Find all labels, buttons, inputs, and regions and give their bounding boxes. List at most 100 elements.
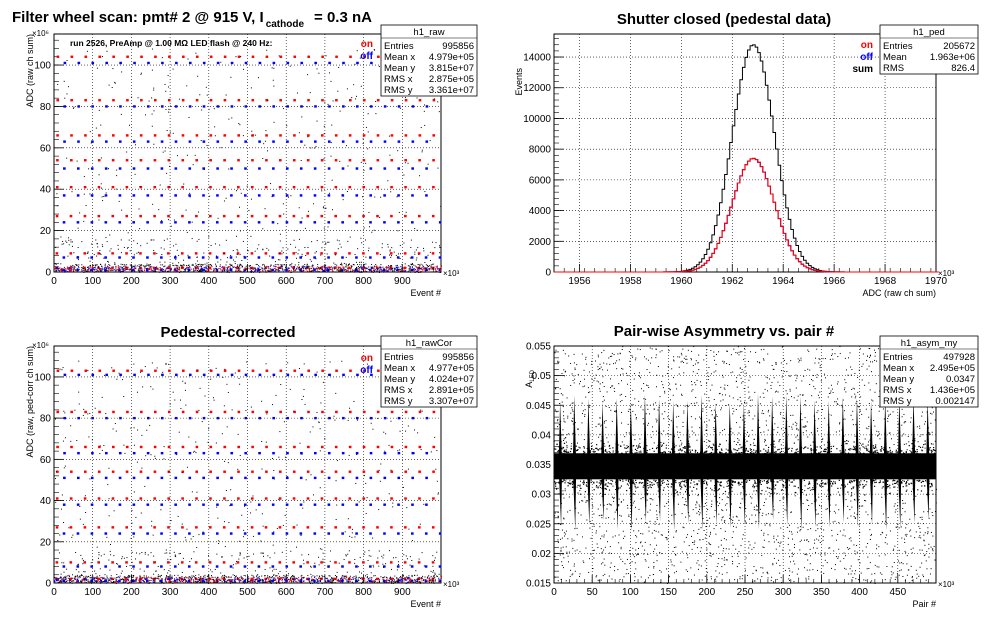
raw-dot: [187, 265, 189, 267]
raw-dot: [146, 263, 148, 265]
cor-dot: [135, 558, 137, 560]
raw-dot: [89, 193, 91, 195]
raw-dot: [279, 240, 281, 242]
cor-point-on: [70, 410, 73, 414]
raw-point-on: [167, 99, 171, 102]
cor-dot: [175, 556, 177, 558]
raw-point-off: [438, 256, 442, 259]
cor-baseline-dot: [266, 581, 268, 583]
cor-dot: [118, 372, 120, 374]
cor-baseline-dot: [318, 577, 320, 579]
raw-dot: [381, 243, 383, 245]
raw-dot: [318, 268, 320, 270]
cor-baseline-dot: [340, 577, 342, 579]
raw-dot: [305, 267, 307, 269]
raw-baseline-dot: [322, 270, 324, 272]
cor-dot: [159, 582, 161, 584]
cor-dot: [91, 439, 93, 441]
raw-baseline-dot: [362, 269, 364, 271]
cor-dot: [55, 418, 57, 420]
raw-point-on: [125, 266, 128, 270]
cor-dot: [195, 580, 197, 582]
cor-baseline-dot: [96, 580, 98, 582]
raw-dot: [219, 268, 221, 270]
cor-dot: [157, 574, 159, 576]
raw-dot: [333, 268, 335, 270]
cor-dot: [150, 580, 152, 582]
raw-point-off: [77, 140, 80, 143]
cor-baseline-dot: [126, 580, 128, 582]
raw-dot: [297, 253, 299, 255]
raw-baseline-dot: [176, 266, 178, 268]
raw-point-on: [97, 185, 101, 189]
cor-baseline-dot: [272, 577, 274, 579]
raw-dot: [140, 265, 142, 267]
cor-dot: [216, 579, 218, 581]
ped-xtick-label: 1970: [925, 276, 948, 287]
raw-dot: [250, 270, 252, 272]
cor-dot: [150, 552, 152, 554]
raw-baseline-dot: [160, 267, 162, 269]
cor-baseline-dot: [301, 576, 303, 578]
cor-point-on: [320, 445, 324, 449]
raw-baseline-dot: [206, 270, 208, 272]
cor-dot: [301, 554, 303, 556]
raw-baseline-dot: [84, 268, 86, 270]
cor-point-off: [327, 476, 331, 480]
cor-dot: [206, 578, 208, 580]
raw-dot: [102, 200, 104, 202]
raw-point-off: [230, 167, 233, 170]
raw-dot: [153, 110, 155, 112]
raw-dot: [96, 67, 98, 69]
cor-dot: [111, 582, 113, 584]
cor-dot: [366, 574, 368, 576]
cor-dot: [194, 580, 196, 582]
cor-dot: [277, 573, 279, 575]
cor-dot: [96, 575, 98, 577]
raw-baseline-dot: [387, 270, 389, 272]
raw-baseline-dot: [135, 268, 137, 270]
raw-baseline-dot: [366, 267, 368, 269]
raw-dot: [290, 271, 292, 273]
raw-dot: [339, 110, 341, 112]
raw-dot: [360, 85, 362, 87]
cor-point-off: [300, 416, 303, 420]
cor-dot: [221, 556, 223, 558]
cor-point-off: [145, 579, 149, 583]
cor-dot: [84, 495, 86, 497]
cor-dot: [63, 571, 65, 573]
raw-point-off: [258, 61, 262, 65]
cor-point-on: [140, 369, 143, 372]
cor-dot: [308, 554, 310, 556]
raw-baseline-dot: [271, 270, 273, 272]
cor-baseline-dot: [252, 579, 255, 581]
raw-baseline-dot: [379, 265, 381, 267]
cor-dot: [261, 440, 263, 442]
cor-dot: [131, 522, 133, 524]
raw-point-on: [112, 99, 115, 102]
raw-dot: [274, 261, 276, 263]
cor-point-on: [389, 577, 393, 581]
raw-baseline-dot: [380, 269, 382, 271]
raw-dot: [67, 86, 69, 88]
cor-point-on: [348, 526, 351, 529]
cor-point-off: [258, 416, 262, 420]
cor-dot: [239, 553, 241, 555]
cor-dot: [264, 575, 266, 577]
raw-point-off: [299, 167, 303, 170]
raw-dot: [311, 265, 313, 267]
cor-dot: [78, 576, 80, 578]
cor-dot: [244, 505, 246, 507]
raw-point-off: [132, 167, 136, 170]
cor-dot: [243, 575, 245, 577]
raw-dot: [258, 244, 260, 246]
raw-baseline-dot: [133, 266, 136, 268]
cor-dot: [78, 360, 80, 362]
raw-baseline-dot: [82, 265, 85, 267]
raw-dot: [153, 239, 155, 241]
cor-dot: [226, 383, 228, 385]
cor-dot: [185, 404, 187, 406]
cor-dot: [154, 561, 156, 563]
cor-dot: [402, 574, 404, 576]
raw-dot: [95, 127, 97, 129]
